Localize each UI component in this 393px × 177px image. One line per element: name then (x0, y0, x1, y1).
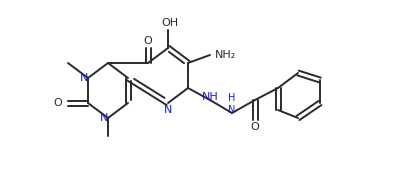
Text: N: N (99, 113, 108, 123)
Text: NH: NH (202, 92, 219, 102)
Text: N: N (80, 73, 88, 83)
Text: O: O (143, 36, 152, 46)
Text: N: N (164, 105, 172, 115)
Text: O: O (53, 98, 62, 108)
Text: NH₂: NH₂ (215, 50, 236, 60)
Text: O: O (251, 122, 259, 132)
Text: OH: OH (162, 18, 178, 28)
Text: H
N: H N (228, 93, 236, 115)
